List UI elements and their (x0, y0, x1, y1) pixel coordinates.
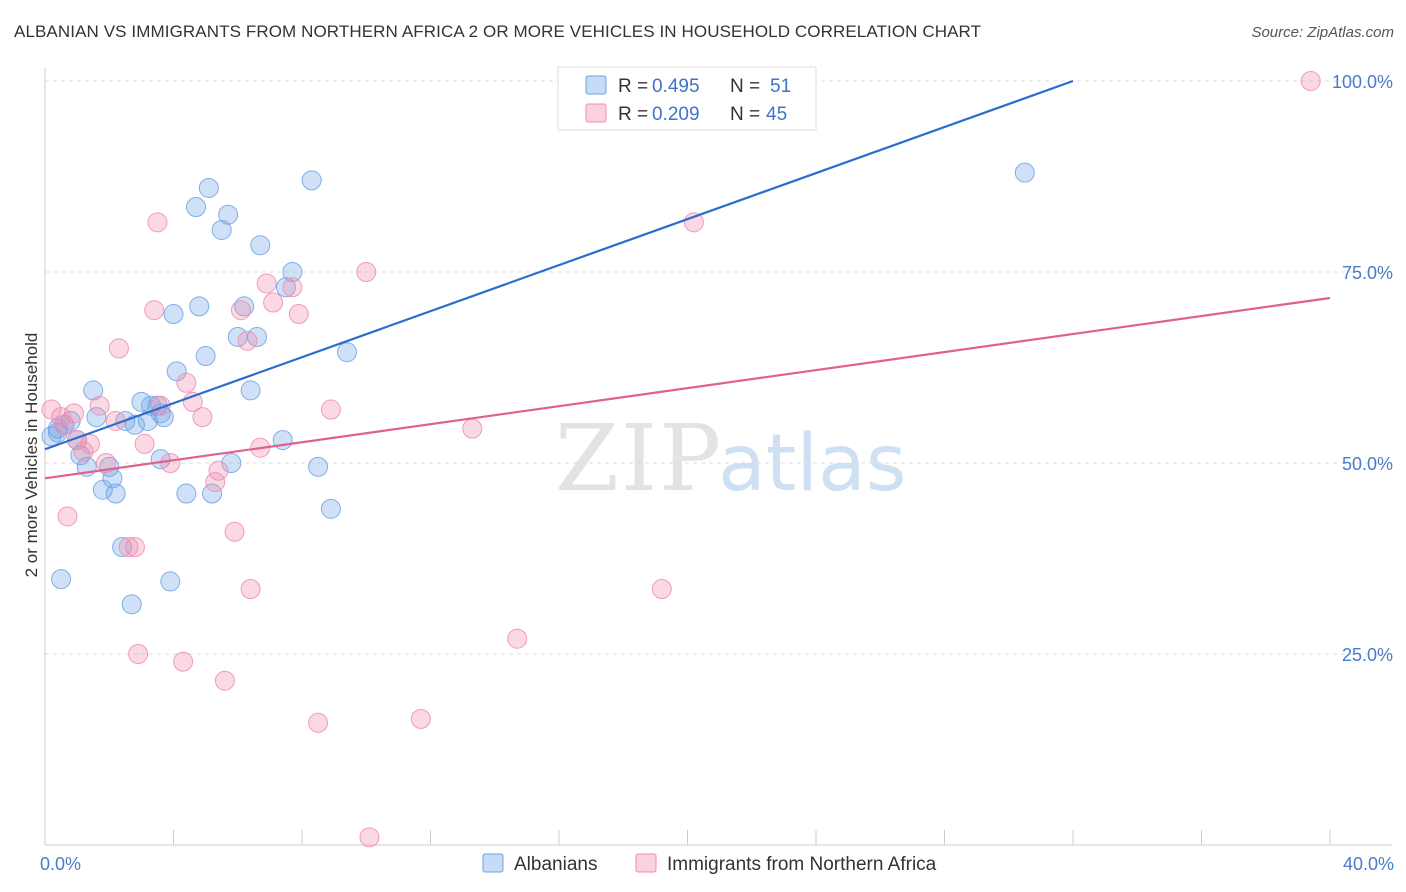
point-immigrants-26 (214, 670, 235, 691)
bottom-legend-swatch-albanians (482, 853, 504, 873)
y-tick-label-3: 100.0% (1332, 72, 1393, 92)
point-immigrants-25 (208, 460, 229, 481)
bottom-legend: Albanians Immigrants from Northern Afric… (482, 853, 937, 875)
point-albanians-47 (336, 342, 357, 363)
legend-swatch-immigrants (585, 103, 607, 123)
watermark-zip: ZIP (555, 405, 723, 512)
point-albanians-28 (185, 197, 206, 218)
point-immigrants-23 (192, 407, 213, 428)
watermark-atlas: atlas (718, 419, 907, 509)
point-albanians-45 (308, 456, 329, 477)
point-immigrants-15 (134, 433, 155, 454)
point-immigrants-39 (359, 827, 380, 848)
legend-r-value-1: 0.495 (652, 76, 700, 97)
point-immigrants-29 (237, 330, 258, 351)
axes (44, 68, 1392, 846)
point-immigrants-37 (320, 399, 341, 420)
point-albanians-30 (195, 346, 216, 367)
point-immigrants-3 (57, 506, 78, 527)
point-immigrants-33 (263, 292, 284, 313)
legend-r-value-2: 0.209 (652, 104, 700, 125)
point-immigrants-41 (462, 418, 483, 439)
y-tick-label-2: 75.0% (1342, 263, 1393, 283)
point-albanians-27 (176, 483, 197, 504)
point-immigrants-42 (507, 628, 528, 649)
point-albanians-35 (221, 453, 242, 473)
chart-source: Source: ZipAtlas.com (1251, 24, 1394, 41)
point-albanians-12 (105, 483, 126, 504)
point-albanians-16 (124, 414, 145, 435)
point-albanians-32 (202, 483, 223, 504)
top-legend: R = 0.495 N = 51 R = 0.209 N = 45 (557, 66, 817, 131)
point-immigrants-40 (410, 708, 431, 729)
x-tick-label-1: 40.0% (1343, 854, 1394, 874)
point-albanians-46 (320, 498, 341, 519)
point-immigrants-35 (288, 304, 309, 325)
point-immigrants-17 (147, 212, 168, 233)
point-immigrants-28 (230, 300, 251, 321)
point-albanians-40 (250, 235, 271, 256)
point-immigrants-14 (128, 644, 149, 664)
grid-lines (45, 80, 1392, 655)
point-immigrants-13 (124, 537, 145, 558)
point-immigrants-8 (89, 395, 110, 416)
point-albanians-34 (218, 204, 239, 225)
legend-n-value-2: 45 (766, 104, 787, 125)
point-albanians-29 (189, 296, 210, 317)
point-immigrants-11 (108, 338, 129, 359)
point-albanians-10 (99, 456, 120, 477)
chart-title: ALBANIAN VS IMMIGRANTS FROM NORTHERN AFR… (14, 22, 982, 41)
point-albanians-8 (86, 407, 107, 428)
bottom-legend-swatch-immigrants (635, 853, 657, 873)
point-albanians-43 (282, 262, 303, 282)
point-immigrants-4 (63, 403, 84, 424)
point-immigrants-20 (173, 651, 194, 672)
point-albanians-38 (240, 380, 261, 401)
point-albanians-24 (160, 571, 181, 592)
trend-line-albanians (44, 79, 1074, 451)
legend-swatch-albanians (585, 75, 607, 95)
point-immigrants-45 (1300, 71, 1321, 91)
tick-labels: 25.0% 50.0% 75.0% 100.0% 0.0% 40.0% (40, 72, 1394, 874)
point-immigrants-12 (118, 537, 139, 558)
point-immigrants-24 (205, 472, 226, 493)
legend-n-label-1: N = (730, 76, 760, 97)
point-albanians-25 (163, 304, 184, 325)
point-albanians-7 (83, 380, 104, 401)
y-tick-label-0: 25.0% (1342, 645, 1393, 665)
legend-r-label-1: R = (618, 76, 648, 97)
bottom-legend-label-immigrants: Immigrants from Northern Africa (667, 854, 937, 875)
y-axis-label: 2 or more Vehicles in Household (22, 333, 41, 578)
point-immigrants-27 (224, 521, 245, 542)
point-immigrants-30 (240, 579, 261, 600)
bottom-legend-label-albanians: Albanians (514, 854, 597, 875)
x-tick-label-0: 0.0% (40, 854, 81, 874)
trend-line-immigrants (44, 296, 1331, 480)
point-immigrants-21 (176, 372, 197, 393)
data-points (41, 71, 1321, 848)
point-immigrants-34 (282, 277, 303, 298)
point-immigrants-7 (79, 433, 100, 454)
y-tick-label-1: 50.0% (1342, 454, 1393, 474)
point-albanians-37 (234, 296, 255, 317)
point-albanians-33 (211, 219, 232, 240)
point-immigrants-43 (651, 579, 672, 600)
point-albanians-50 (51, 569, 72, 590)
point-albanians-31 (198, 177, 219, 198)
point-albanians-15 (121, 594, 142, 615)
point-albanians-44 (301, 170, 322, 191)
point-immigrants-16 (144, 300, 165, 321)
point-immigrants-19 (160, 453, 181, 473)
legend-n-value-1: 51 (770, 76, 791, 97)
point-albanians-42 (275, 277, 296, 298)
point-immigrants-32 (256, 273, 277, 294)
point-immigrants-9 (96, 453, 117, 473)
legend-r-label-2: R = (618, 104, 648, 125)
point-immigrants-36 (308, 712, 329, 733)
trend-lines (44, 79, 1331, 480)
point-albanians-48 (1014, 162, 1035, 183)
point-immigrants-38 (356, 262, 377, 282)
legend-n-label-2: N = (730, 104, 760, 125)
